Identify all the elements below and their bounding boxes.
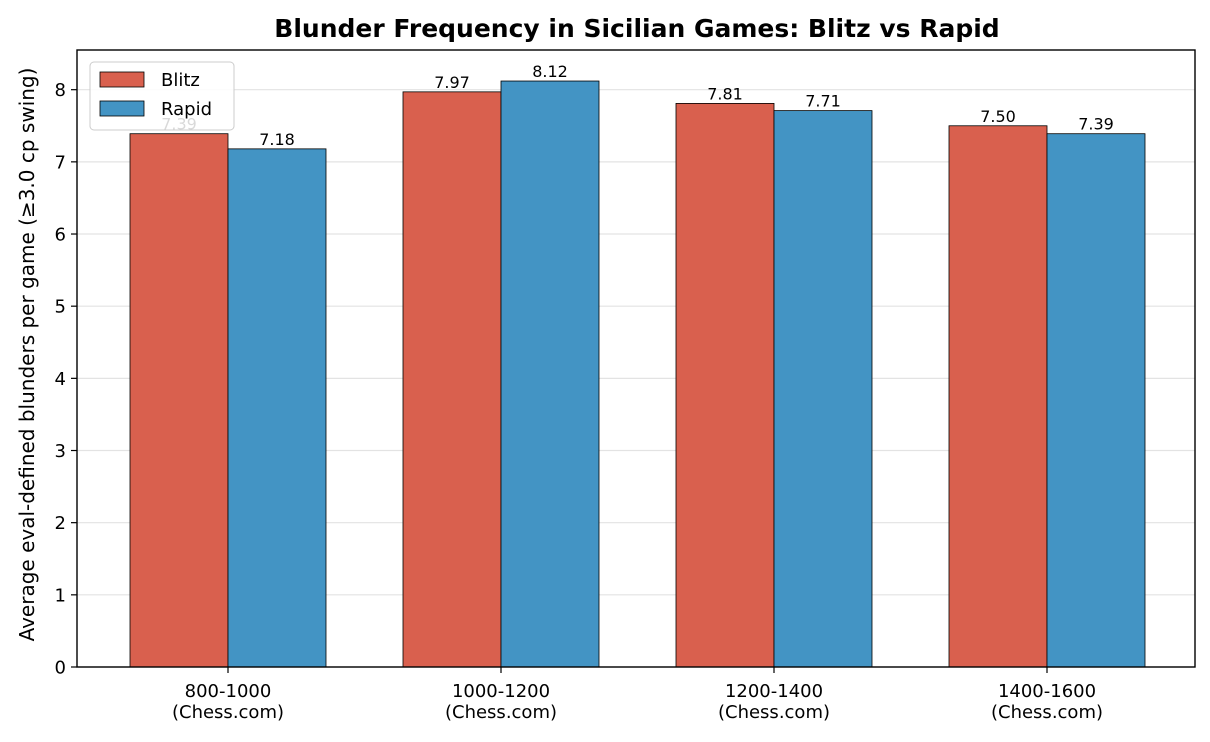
y-tick-label: 7 <box>55 152 66 173</box>
bar-value-label: 7.39 <box>1078 115 1114 134</box>
bar-blitz <box>948 125 1048 668</box>
bar-rapid <box>500 80 600 668</box>
legend: Blitz Rapid <box>89 61 235 131</box>
x-tick-label: 800-1000 (Chess.com) <box>172 681 284 723</box>
x-tick-label-line: 1000-1200 <box>452 681 550 702</box>
x-tick-label: 1400-1600 (Chess.com) <box>991 681 1103 723</box>
x-tick-label-line: (Chess.com) <box>445 702 557 723</box>
x-tick-label-line: 1400-1600 <box>998 681 1096 702</box>
legend-label-blitz: Blitz <box>161 70 200 91</box>
bar-value-label: 7.71 <box>805 92 841 111</box>
bar-rapid <box>227 148 327 668</box>
x-tick-label-line: (Chess.com) <box>718 702 830 723</box>
y-tick-label: 5 <box>55 297 66 318</box>
legend-label-rapid: Rapid <box>161 99 212 120</box>
bar-rapid <box>1046 133 1146 668</box>
bar-value-label: 7.50 <box>980 107 1016 126</box>
y-axis-label: Average eval-defined blunders per game (… <box>15 68 39 642</box>
x-tick-label: 1000-1200 (Chess.com) <box>445 681 557 723</box>
y-tick-label: 6 <box>55 225 66 246</box>
x-tick-label-line: 800-1000 <box>185 681 272 702</box>
x-tick-label-line: (Chess.com) <box>172 702 284 723</box>
y-tick-label: 4 <box>55 369 66 390</box>
bar-value-label: 7.97 <box>434 73 470 92</box>
y-tick-label: 2 <box>55 513 66 534</box>
bar-blitz <box>129 133 229 668</box>
bar-blitz <box>675 103 775 668</box>
chart-title: Blunder Frequency in Sicilian Games: Bli… <box>274 14 999 43</box>
plot-frame <box>76 49 1196 668</box>
x-tick-label: 1200-1400 (Chess.com) <box>718 681 830 723</box>
bar-blitz <box>402 91 502 668</box>
bar-value-label: 8.12 <box>532 62 568 81</box>
legend-swatch-blitz <box>99 71 145 88</box>
y-tick-label: 1 <box>55 585 66 606</box>
y-tick-label: 3 <box>55 441 66 462</box>
y-tick-label: 8 <box>55 80 66 101</box>
bar-value-label: 7.81 <box>707 84 743 103</box>
bars <box>129 80 1146 668</box>
x-tick-label-line: 1200-1400 <box>725 681 823 702</box>
x-tick-label-line: (Chess.com) <box>991 702 1103 723</box>
bar-rapid <box>773 110 873 668</box>
y-tick-label: 0 <box>55 658 66 679</box>
legend-swatch-rapid <box>99 100 145 117</box>
bar-value-label: 7.18 <box>259 130 295 149</box>
